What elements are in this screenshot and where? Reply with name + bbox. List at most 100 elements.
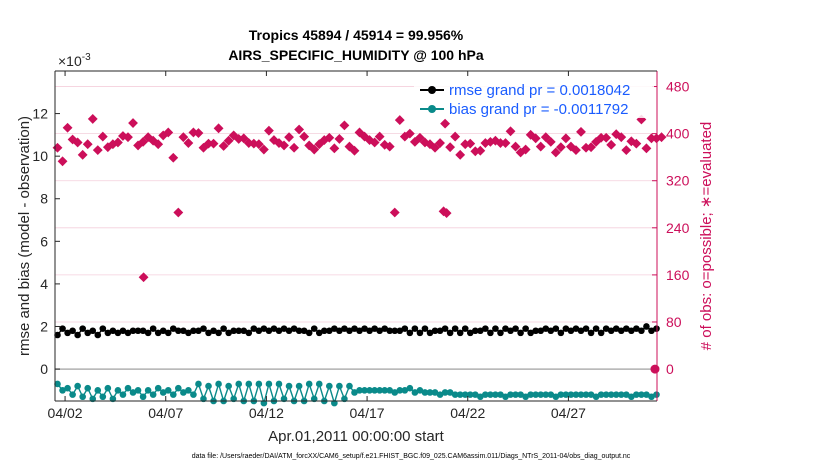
rmse-series (54, 323, 660, 339)
rmse-point (240, 327, 248, 335)
obs-marker (253, 139, 264, 150)
rmse-point (612, 325, 620, 332)
bias-point (114, 387, 122, 394)
rmse-point (54, 331, 61, 339)
rmse-point (628, 327, 635, 335)
y-tick-label-left: 0 (40, 361, 48, 377)
obs-marker (153, 139, 164, 150)
bias-point (512, 391, 519, 398)
bias-point (507, 391, 514, 398)
rmse-point (381, 325, 388, 332)
rmse-point (341, 325, 348, 332)
rmse-point (225, 329, 232, 337)
bias-point (582, 391, 590, 398)
rmse-point (280, 325, 288, 332)
bias-point (366, 387, 373, 394)
rmse-point (230, 327, 237, 335)
bias-point (456, 391, 464, 398)
rmse-point (169, 325, 177, 332)
rmse-point (461, 325, 469, 332)
obs-marker (440, 118, 451, 129)
rmse-point (190, 327, 197, 335)
rmse-point (310, 325, 318, 332)
rmse-point (84, 329, 92, 337)
obs-marker (208, 138, 219, 149)
obs-marker (389, 207, 400, 218)
obs-marker (87, 113, 98, 124)
bias-point (124, 384, 132, 392)
bias-point (285, 382, 293, 390)
x-axis-label: Apr.01,2011 00:00:00 start (268, 428, 445, 445)
bias-point (74, 382, 81, 390)
bias-point (406, 384, 414, 392)
bias-point (622, 391, 630, 398)
bias-point (356, 387, 363, 394)
obs-marker (223, 135, 234, 146)
y-tick-label-right: 320 (666, 173, 690, 189)
bias-point (416, 387, 424, 394)
obs-marker (520, 144, 531, 155)
bias-point (164, 387, 172, 394)
rmse-point (542, 325, 550, 332)
obs-marker (309, 144, 320, 155)
rmse-point (175, 327, 182, 335)
bias-point (401, 387, 409, 394)
obs-series (52, 113, 667, 374)
bias-point (245, 380, 253, 388)
bias-point (94, 387, 102, 394)
rmse-point (456, 329, 464, 337)
bias-point (371, 387, 378, 394)
rmse-point (466, 329, 474, 337)
bias-point (471, 391, 479, 398)
rmse-point (436, 327, 444, 335)
bias-point (180, 389, 187, 396)
rmse-point (235, 327, 243, 335)
obs-marker (82, 139, 93, 150)
rmse-point (426, 329, 434, 337)
obs-marker (123, 132, 133, 143)
rmse-point (139, 327, 147, 335)
bias-point (431, 389, 439, 396)
bias-point (638, 391, 645, 398)
x-tick-label: 04/22 (450, 405, 485, 421)
bias-point (451, 391, 459, 398)
bias-point (361, 387, 368, 394)
obs-marker (435, 138, 445, 148)
rmse-point (648, 327, 655, 335)
bias-point (69, 391, 76, 398)
obs-marker (475, 145, 486, 156)
rmse-point (195, 327, 202, 335)
obs-marker (193, 128, 204, 138)
obs-marker (344, 141, 355, 152)
bias-point (441, 389, 449, 396)
bias-point (225, 382, 232, 390)
y-tick-label-left: 12 (32, 106, 48, 122)
obs-marker (441, 208, 452, 219)
rmse-point (250, 325, 258, 332)
obs-marker (586, 142, 596, 153)
obs-marker (545, 136, 556, 147)
bias-point (537, 391, 545, 398)
y-tick-label-left: 2 (40, 318, 48, 334)
obs-marker (97, 131, 108, 142)
y-tick-label-left: 4 (40, 276, 48, 292)
rmse-point (74, 331, 81, 339)
bias-point (607, 391, 615, 398)
rmse-point (547, 327, 555, 335)
rmse-point (210, 327, 217, 335)
rmse-point (99, 325, 107, 332)
rmse-point (320, 327, 328, 335)
obs-marker (500, 138, 511, 148)
x-tick-label: 04/12 (249, 405, 284, 421)
obs-marker (394, 115, 405, 126)
obs-marker (62, 122, 73, 133)
obs-marker (299, 131, 310, 142)
rmse-point (89, 327, 97, 335)
bias-point (305, 380, 313, 388)
obs-marker (92, 145, 103, 156)
obs-marker (173, 207, 184, 218)
bias-point (139, 393, 147, 401)
legend: rmse grand pr = 0.0018042 bias grand pr … (414, 80, 654, 118)
bias-point (326, 382, 333, 390)
